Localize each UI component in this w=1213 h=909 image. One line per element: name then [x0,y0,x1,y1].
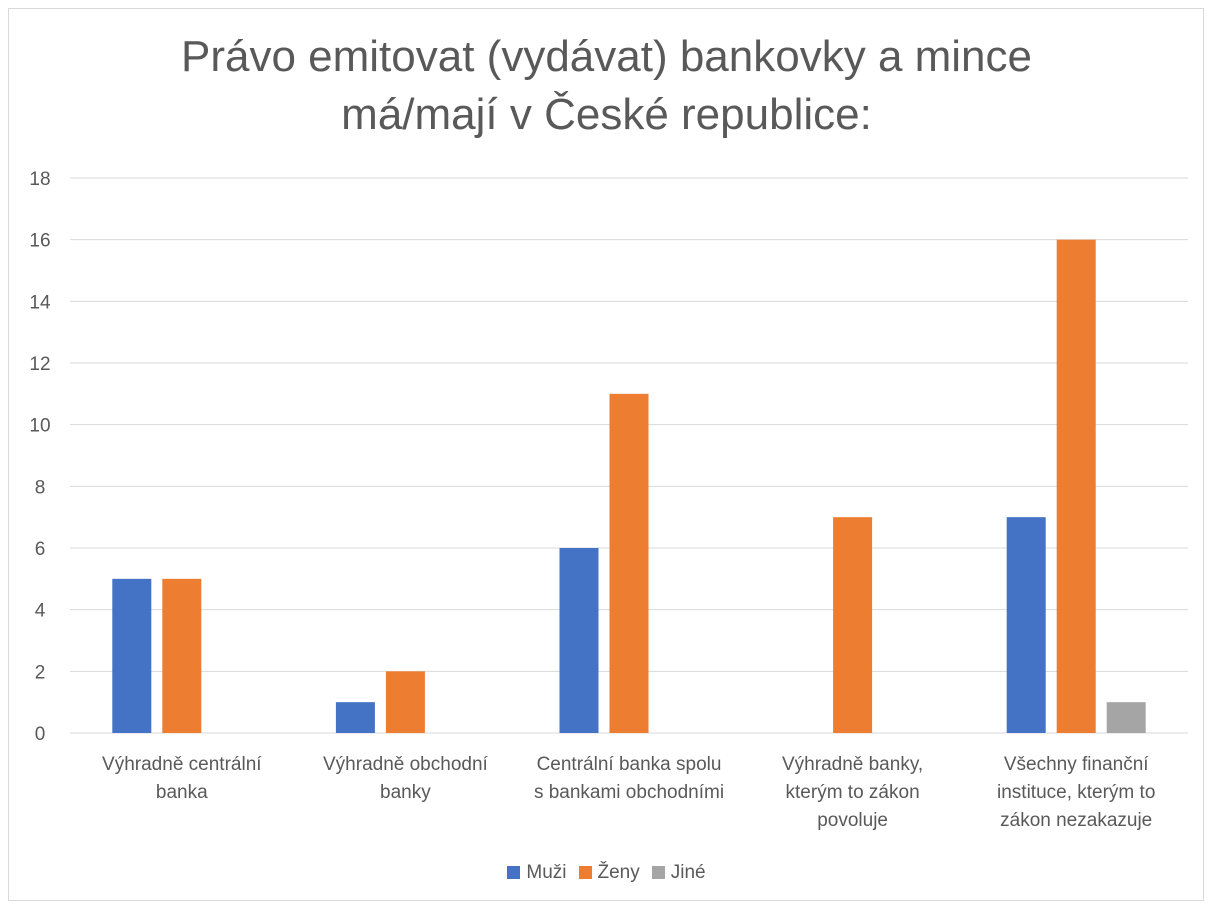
x-category-label: instituce, kterým to [997,782,1155,803]
y-tick-label: 18 [29,169,50,190]
y-tick-label: 2 [35,662,46,683]
bar-2-1 [162,578,202,733]
legend-label: Muži [526,862,567,883]
bar-2-5 [1056,239,1096,733]
bar-2-4 [833,517,873,733]
x-category-label: Výhradně obchodní [323,754,489,775]
bar-1-1 [112,578,152,733]
x-category-label: Výhradně centrální [102,754,262,775]
y-tick-label: 6 [35,539,46,560]
bar-1-3 [559,548,599,733]
legend-label: Jiné [670,862,706,883]
x-category-label: s bankami obchodními [534,782,724,803]
legend-swatch [578,866,592,879]
x-category-label: banky [380,782,431,803]
y-tick-label: 14 [29,292,51,313]
legend-label: Ženy [597,862,640,883]
legend-swatch [507,866,521,879]
y-tick-label: 12 [29,354,50,375]
chart-frame [8,8,1204,901]
legend-item: Ženy [578,862,640,884]
y-tick-label: 16 [29,231,50,252]
y-tick-label: 0 [35,724,46,745]
legend-item: Jiné [651,862,706,884]
chart-title-line-1: Právo emitovat (vydávat) bankovky a minc… [180,32,1033,81]
x-category-label: Centrální banka spolu [537,754,722,775]
x-category-label: Všechny finanční [1004,754,1149,775]
y-tick-label: 4 [35,601,46,622]
x-category-label: povoluje [817,810,888,831]
chart-title: Právo emitovat (vydávat) bankovky a minc… [0,28,1213,144]
bar-3-5 [1106,702,1146,733]
bar-1-2 [335,702,375,733]
y-tick-label: 8 [35,477,46,498]
bar-2-3 [609,393,649,733]
bar-1-5 [1006,517,1046,733]
chart-title-line-2: má/mají v České republice: [341,90,872,139]
x-category-label: zákon nezakazuje [1000,810,1152,831]
legend-swatch [651,866,665,879]
legend-item: Muži [507,862,567,884]
bar-2-2 [385,671,425,733]
x-category-label: banka [156,782,208,803]
y-tick-label: 10 [29,416,50,437]
x-category-label: Výhradně banky, [782,754,923,775]
x-category-label: kterým to zákon [786,782,920,803]
legend: Muži Ženy Jiné [0,862,1213,884]
